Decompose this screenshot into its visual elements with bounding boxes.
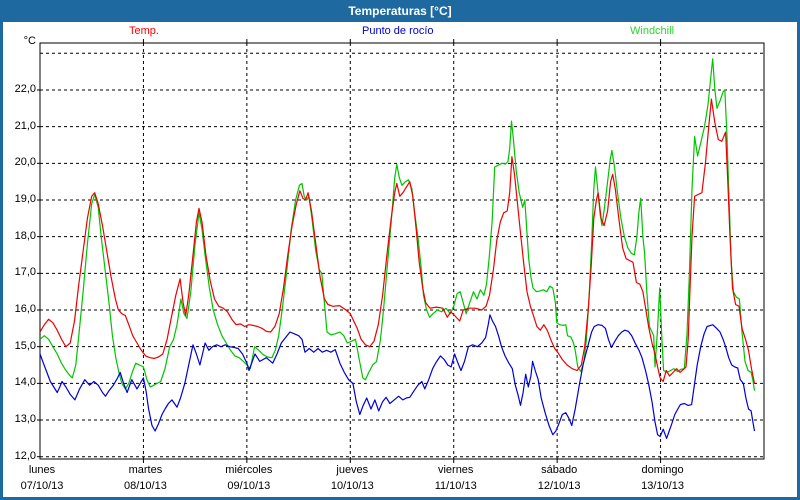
x-axis-date-label: 08/10/13 bbox=[124, 480, 167, 492]
x-axis-date-label: 13/10/13 bbox=[641, 480, 684, 492]
x-axis-day-label: miércoles bbox=[225, 464, 273, 476]
windchill-curve bbox=[39, 58, 756, 391]
y-axis-tick-label: 14,0 bbox=[14, 376, 36, 389]
y-axis-tick-label: 20,0 bbox=[14, 156, 36, 169]
chart-background bbox=[3, 22, 797, 497]
x-axis-day-label: sábado bbox=[541, 464, 578, 476]
y-axis-tick-label: 21,0 bbox=[14, 119, 36, 132]
legend-temp: Temp. bbox=[129, 25, 159, 37]
y-axis-tick-label: 18,0 bbox=[14, 229, 36, 242]
x-axis-day-label: lunes bbox=[28, 464, 56, 476]
dew-point-curve bbox=[39, 314, 756, 439]
y-axis-tick-label: 22,0 bbox=[14, 82, 36, 95]
y-axis-tick-label: 15,0 bbox=[14, 339, 36, 352]
x-axis-day-label: jueves bbox=[336, 464, 369, 476]
x-axis-day-label: viernes bbox=[437, 464, 474, 476]
title-bar: Temperaturas [°C] bbox=[0, 0, 800, 22]
x-axis-day-label: domingo bbox=[641, 464, 684, 476]
x-axis-date-label: 11/10/13 bbox=[434, 480, 477, 492]
legend-dew-point: Punto de rocío bbox=[362, 25, 434, 37]
x-axis-date-label: 07/10/13 bbox=[20, 480, 64, 492]
x-axis-date-label: 12/10/13 bbox=[537, 480, 581, 492]
y-axis-tick-label: 16,0 bbox=[14, 303, 36, 315]
legend-windchill: Windchill bbox=[630, 25, 675, 37]
y-axis-tick-label: 19,0 bbox=[14, 192, 36, 205]
x-axis-day-label: martes bbox=[128, 464, 163, 476]
y-axis-tick-label: 17,0 bbox=[14, 266, 36, 279]
y-axis-tick-label: 12,0 bbox=[14, 449, 36, 462]
x-axis-date-label: 09/10/13 bbox=[227, 480, 271, 492]
temp-curve bbox=[39, 98, 756, 384]
plot-frame bbox=[39, 42, 765, 460]
window-title: Temperaturas [°C] bbox=[348, 4, 452, 18]
x-axis-date-label: 10/10/13 bbox=[330, 480, 374, 492]
y-axis-tick-label: 13,0 bbox=[14, 413, 36, 426]
y-axis-unit-label: °C bbox=[23, 35, 36, 47]
